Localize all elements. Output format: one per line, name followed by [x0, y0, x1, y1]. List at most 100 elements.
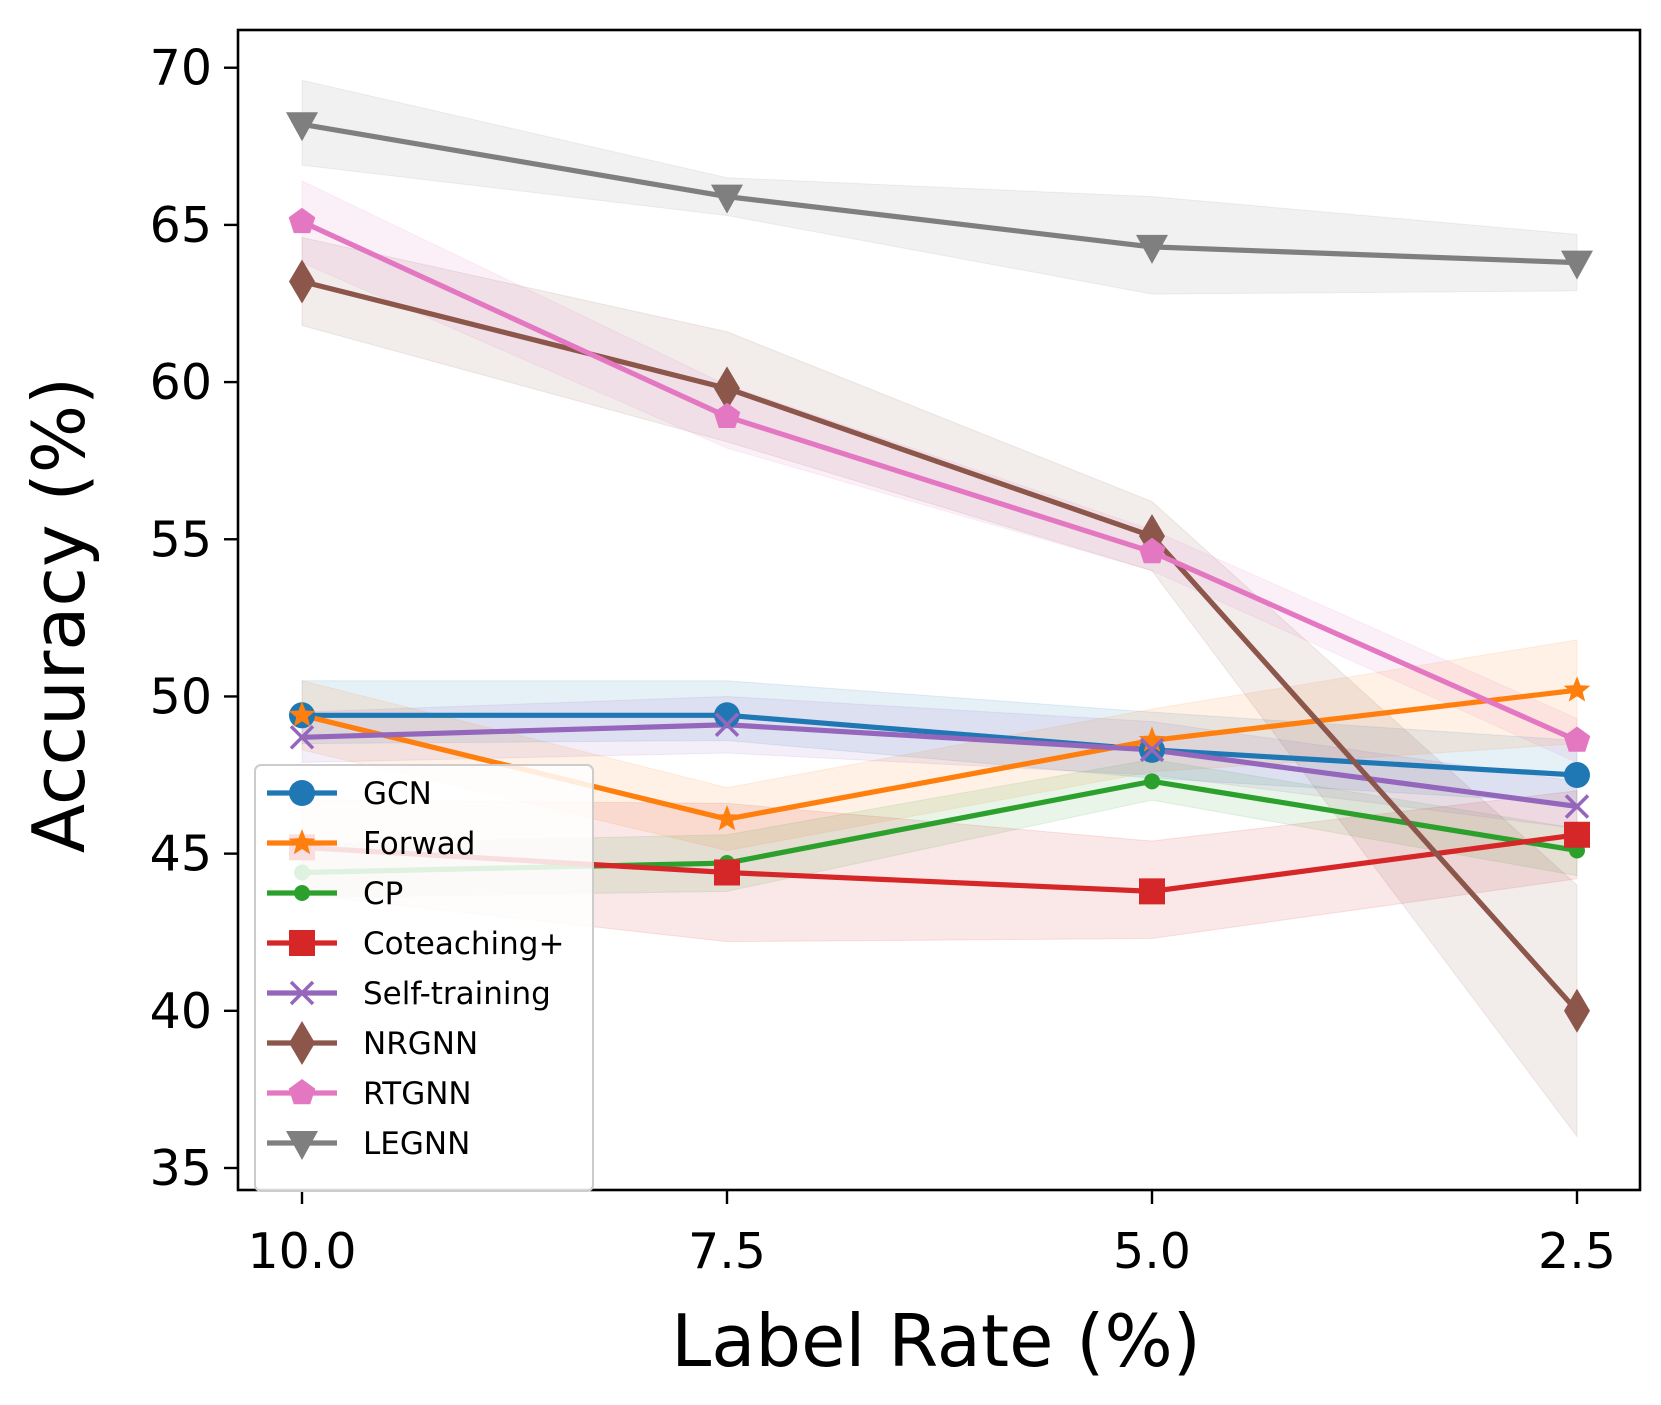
legend-label: CP — [363, 876, 403, 912]
legend-marker — [294, 885, 310, 901]
x-axis-label: Label Rate (%) — [671, 1299, 1201, 1383]
marker-forwad-shape — [1563, 676, 1591, 702]
legend: GCN Forwad CP Coteaching+ Self-training NRGNN… — [254, 764, 594, 1192]
marker-forwad-shape — [288, 701, 316, 727]
line-legnn — [301, 121, 1578, 266]
line-rtgnn — [300, 219, 1579, 743]
marker-rtgnn-shape — [1138, 537, 1166, 564]
marker-cp — [1144, 773, 1160, 790]
marker-nrgnn-shape — [714, 366, 740, 411]
y-tick-label: 65 — [150, 197, 212, 254]
line-gcn — [302, 712, 1578, 778]
marker-nrgnn — [1564, 988, 1590, 1033]
marker-forwad — [1563, 676, 1591, 702]
marker-self-training-shape-2 — [1139, 737, 1165, 763]
legend-item-rtgnn: RTGNN — [267, 1076, 472, 1112]
legend-item-forwad: Forwad — [267, 826, 475, 862]
marker-rtgnn-shape — [713, 402, 741, 428]
marker-gcn-shape — [1564, 762, 1590, 789]
legend-marker — [289, 930, 315, 956]
legend-item-gcn: GCN — [267, 776, 432, 812]
marker-forwad — [713, 805, 741, 831]
marker-self-training — [1139, 737, 1165, 763]
marker-nrgnn — [289, 259, 315, 304]
marker-coteaching--shape — [1564, 821, 1590, 848]
x-tick-label: 7.5 — [688, 1223, 766, 1280]
legend-marker — [288, 1079, 316, 1105]
y-tick-label: 60 — [150, 354, 212, 411]
legend-item-coteaching-: Coteaching+ — [267, 926, 564, 962]
marker-legnn — [286, 112, 318, 142]
marker-legnn — [1136, 234, 1168, 264]
marker-coteaching- — [714, 859, 740, 886]
marker-gcn-shape — [714, 702, 740, 729]
legend-item-nrgnn: NRGNN — [267, 1021, 478, 1065]
legend-label: Self-training — [363, 976, 551, 1012]
marker-rtgnn-shape — [288, 207, 316, 234]
marker-self-training-shape-2 — [1564, 794, 1590, 819]
line-nrgnn — [301, 278, 1579, 1013]
marker-self-training-shape-2 — [289, 725, 315, 750]
marker-coteaching--shape — [714, 859, 740, 886]
marker-forwad — [288, 701, 316, 727]
marker-nrgnn-shape — [289, 259, 315, 304]
y-axis-label: Accuracy (%) — [17, 377, 101, 853]
legend-marker-shape — [286, 1131, 318, 1160]
x-axis: 10.0 7.5 5.0 2.5 — [247, 1190, 1616, 1280]
marker-self-training — [1564, 794, 1590, 819]
legend-marker — [286, 1131, 318, 1160]
legend-marker — [289, 1021, 315, 1065]
legend-label: LEGNN — [363, 1126, 470, 1162]
legend-marker-shape — [289, 1021, 315, 1065]
legend-marker — [289, 780, 315, 806]
marker-legnn-shape — [711, 184, 743, 214]
y-tick-label: 50 — [150, 668, 212, 725]
y-tick-label: 70 — [150, 40, 212, 97]
x-tick-label: 2.5 — [1538, 1223, 1616, 1280]
marker-rtgnn — [288, 207, 316, 234]
legend-marker-shape — [288, 1079, 316, 1105]
marker-legnn-shape — [286, 112, 318, 142]
y-tick-label: 45 — [150, 826, 212, 883]
legend-marker-shape — [294, 885, 310, 901]
marker-self-training-shape-2 — [714, 712, 740, 737]
x-tick-label: 5.0 — [1113, 1223, 1191, 1280]
marker-legnn-shape — [1561, 250, 1593, 280]
marker-gcn — [714, 702, 740, 729]
legend-label: RTGNN — [363, 1076, 472, 1112]
marker-nrgnn — [714, 366, 740, 411]
marker-self-training — [714, 712, 740, 737]
x-tick-label: 10.0 — [247, 1223, 356, 1280]
marker-legnn — [1561, 250, 1593, 280]
legend-item-legnn: LEGNN — [267, 1126, 470, 1162]
legend-marker — [289, 980, 315, 1006]
legend-marker — [288, 829, 316, 855]
legend-label: Coteaching+ — [363, 926, 564, 962]
legend-item-self-training: Self-training — [267, 976, 551, 1012]
legend-item-cp: CP — [267, 876, 403, 912]
y-tick-label: 35 — [150, 1140, 212, 1197]
legend-marker-shape — [288, 829, 316, 855]
marker-rtgnn — [1138, 537, 1166, 564]
band-nrgnn — [301, 236, 1578, 1139]
marker-rtgnn — [1563, 726, 1591, 752]
band-legnn — [301, 79, 1578, 295]
marker-nrgnn-shape — [1564, 988, 1590, 1033]
legend-label: GCN — [363, 776, 432, 812]
marker-legnn — [711, 184, 743, 214]
legend-marker-shape — [289, 780, 315, 806]
band-gcn — [301, 680, 1578, 804]
y-tick-label: 55 — [150, 511, 212, 568]
legend-marker-shape-2 — [289, 980, 315, 1006]
marker-rtgnn-shape — [1563, 726, 1591, 752]
marker-forwad — [1138, 726, 1166, 752]
marker-coteaching- — [1564, 821, 1590, 848]
marker-rtgnn — [713, 402, 741, 428]
marker-cp-shape — [1144, 773, 1160, 790]
y-tick-label: 40 — [150, 983, 212, 1040]
marker-coteaching--shape — [1139, 878, 1165, 905]
marker-coteaching- — [1139, 878, 1165, 905]
marker-gcn — [1564, 762, 1590, 789]
